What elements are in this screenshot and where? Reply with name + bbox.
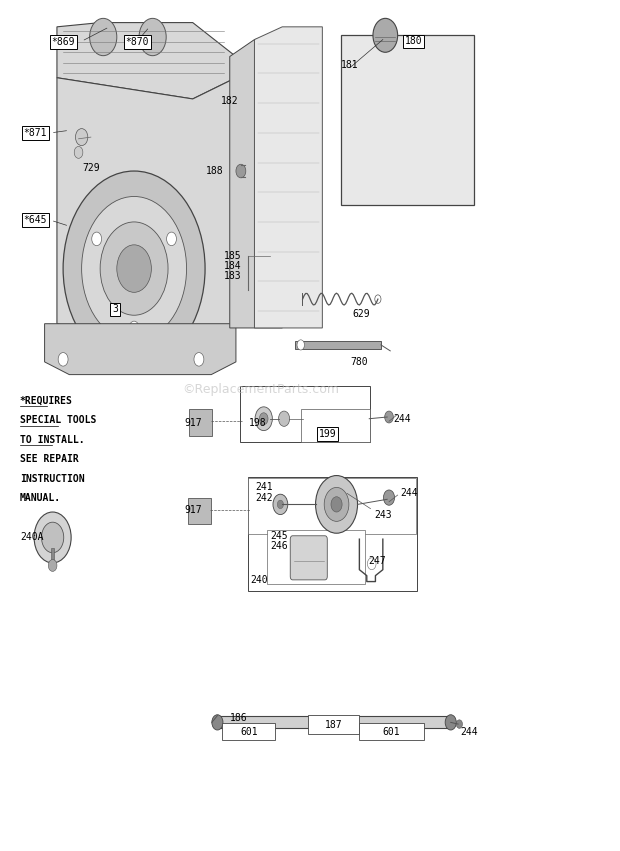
Text: 240A: 240A bbox=[20, 533, 44, 542]
Text: 247: 247 bbox=[368, 557, 386, 566]
Circle shape bbox=[100, 222, 168, 315]
Circle shape bbox=[383, 490, 394, 505]
Text: SEE REPAIR: SEE REPAIR bbox=[20, 454, 79, 465]
Text: 184: 184 bbox=[224, 261, 242, 271]
Polygon shape bbox=[254, 27, 322, 328]
Circle shape bbox=[194, 352, 204, 366]
Bar bbox=[216, 717, 452, 728]
Circle shape bbox=[90, 19, 117, 55]
Circle shape bbox=[48, 559, 57, 571]
Text: 199: 199 bbox=[319, 429, 336, 439]
Circle shape bbox=[236, 164, 246, 178]
Circle shape bbox=[259, 413, 268, 425]
Circle shape bbox=[76, 129, 88, 146]
Text: 242: 242 bbox=[255, 493, 273, 503]
FancyBboxPatch shape bbox=[188, 498, 211, 524]
FancyBboxPatch shape bbox=[290, 536, 327, 580]
Text: 601: 601 bbox=[240, 727, 258, 737]
Circle shape bbox=[139, 19, 166, 55]
Circle shape bbox=[297, 340, 304, 350]
Circle shape bbox=[58, 352, 68, 366]
Circle shape bbox=[273, 494, 288, 515]
Text: 180: 180 bbox=[405, 37, 422, 46]
Text: *645: *645 bbox=[24, 215, 47, 226]
FancyBboxPatch shape bbox=[341, 36, 474, 205]
Text: TO INSTALL.: TO INSTALL. bbox=[20, 435, 84, 445]
Text: SPECIAL TOOLS: SPECIAL TOOLS bbox=[20, 415, 96, 426]
Text: 780: 780 bbox=[350, 357, 368, 367]
Text: *REQUIRES: *REQUIRES bbox=[20, 396, 73, 406]
Text: 185: 185 bbox=[224, 251, 242, 261]
Text: MANUAL.: MANUAL. bbox=[20, 494, 61, 503]
Text: *869: *869 bbox=[51, 37, 75, 47]
Text: 244: 244 bbox=[461, 727, 478, 737]
Circle shape bbox=[74, 146, 83, 158]
Text: *870: *870 bbox=[125, 37, 149, 47]
Circle shape bbox=[34, 512, 71, 563]
Circle shape bbox=[316, 476, 358, 534]
FancyBboxPatch shape bbox=[247, 477, 417, 591]
Text: ©ReplacementParts.com: ©ReplacementParts.com bbox=[182, 383, 339, 397]
Text: 917: 917 bbox=[184, 505, 202, 516]
Polygon shape bbox=[57, 23, 236, 99]
Polygon shape bbox=[230, 36, 282, 328]
Text: INSTRUCTION: INSTRUCTION bbox=[20, 474, 84, 484]
Text: 246: 246 bbox=[270, 541, 288, 551]
Text: 240: 240 bbox=[250, 575, 268, 585]
Circle shape bbox=[63, 171, 205, 366]
Circle shape bbox=[167, 232, 177, 246]
Circle shape bbox=[277, 500, 283, 509]
Text: 729: 729 bbox=[82, 163, 100, 173]
Circle shape bbox=[331, 497, 342, 512]
Circle shape bbox=[445, 715, 456, 730]
Text: 198: 198 bbox=[249, 418, 267, 428]
FancyBboxPatch shape bbox=[189, 409, 212, 436]
Circle shape bbox=[375, 295, 381, 303]
Text: 187: 187 bbox=[325, 720, 342, 730]
FancyBboxPatch shape bbox=[308, 715, 360, 734]
FancyBboxPatch shape bbox=[248, 478, 416, 534]
Bar bbox=[294, 340, 381, 349]
FancyBboxPatch shape bbox=[223, 723, 275, 740]
Text: 182: 182 bbox=[221, 96, 239, 106]
Circle shape bbox=[456, 720, 463, 728]
Text: 188: 188 bbox=[205, 166, 223, 176]
Text: 181: 181 bbox=[341, 60, 359, 70]
FancyBboxPatch shape bbox=[240, 386, 371, 442]
Text: 244: 244 bbox=[400, 488, 417, 499]
Text: 601: 601 bbox=[383, 727, 401, 737]
Text: 3: 3 bbox=[112, 305, 118, 314]
Text: 917: 917 bbox=[184, 418, 202, 428]
Text: 243: 243 bbox=[374, 510, 392, 520]
FancyBboxPatch shape bbox=[301, 408, 371, 442]
Circle shape bbox=[212, 715, 223, 730]
Text: 241: 241 bbox=[255, 482, 273, 492]
FancyBboxPatch shape bbox=[360, 723, 423, 740]
FancyBboxPatch shape bbox=[267, 530, 365, 584]
Bar bbox=[51, 549, 55, 563]
Circle shape bbox=[129, 321, 139, 334]
Polygon shape bbox=[57, 77, 236, 353]
Circle shape bbox=[324, 488, 349, 522]
Circle shape bbox=[368, 557, 376, 569]
Circle shape bbox=[384, 411, 393, 423]
Text: 244: 244 bbox=[394, 414, 412, 424]
Polygon shape bbox=[45, 323, 236, 374]
Text: 245: 245 bbox=[270, 531, 288, 540]
Circle shape bbox=[117, 245, 151, 293]
Circle shape bbox=[255, 407, 272, 431]
Text: *871: *871 bbox=[24, 128, 47, 138]
Circle shape bbox=[82, 197, 187, 340]
Circle shape bbox=[373, 19, 397, 52]
Text: 629: 629 bbox=[352, 309, 370, 318]
Circle shape bbox=[42, 523, 64, 553]
Circle shape bbox=[92, 232, 102, 246]
Circle shape bbox=[278, 411, 290, 426]
Text: 183: 183 bbox=[224, 271, 242, 281]
Text: 186: 186 bbox=[230, 713, 248, 723]
